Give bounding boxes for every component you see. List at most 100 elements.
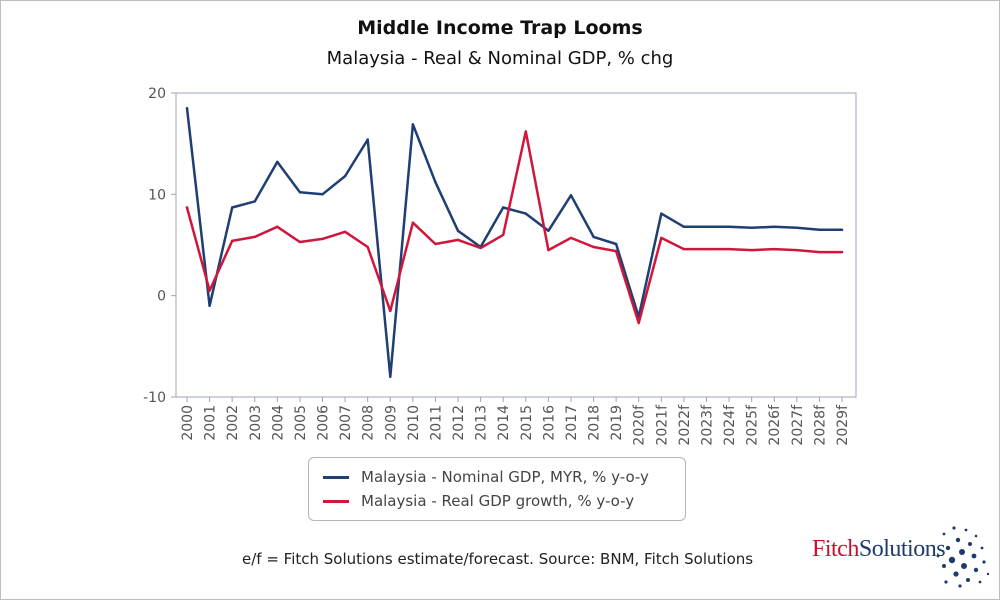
point-real xyxy=(705,247,708,251)
chart-title: Middle Income Trap Looms xyxy=(357,17,643,39)
logo-word-fitch: Fitch xyxy=(812,536,859,562)
point-nominal xyxy=(298,191,302,194)
series-line-real xyxy=(185,130,844,325)
y-tick-label: 20 xyxy=(148,86,166,102)
source-footnote: e/f = Fitch Solutions estimate/forecast.… xyxy=(242,550,754,568)
x-tick-label: 2021f xyxy=(654,404,670,446)
point-real xyxy=(479,246,482,250)
x-tick-label: 2006 xyxy=(316,405,332,441)
point-nominal xyxy=(502,206,505,209)
point-real xyxy=(208,289,211,292)
x-tick-label: 2018 xyxy=(587,405,603,441)
point-real xyxy=(502,233,505,237)
logo-dot xyxy=(959,549,965,555)
x-tick-label: 2027f xyxy=(790,404,806,446)
x-tick-label: 2015 xyxy=(519,405,535,441)
x-tick-label: 2022f xyxy=(677,404,693,446)
x-tick-label: 2023f xyxy=(699,404,715,446)
fitch-solutions-logo: FitchSolutions xyxy=(812,522,992,592)
logo-dots-icon xyxy=(936,526,990,588)
x-tick-label: 2017 xyxy=(564,405,580,441)
legend: Malaysia - Nominal GDP, MYR, % y-o-y Mal… xyxy=(308,457,686,521)
x-tick-label: 2007 xyxy=(338,405,354,441)
point-real xyxy=(727,247,731,251)
point-nominal xyxy=(750,226,753,229)
x-tick-label: 2025f xyxy=(745,404,761,446)
point-nominal xyxy=(773,225,776,228)
logo-dot xyxy=(952,526,956,530)
point-real xyxy=(524,130,527,133)
point-nominal xyxy=(411,123,415,126)
point-nominal xyxy=(727,225,731,228)
point-nominal xyxy=(253,200,256,203)
point-real xyxy=(389,309,392,313)
point-nominal xyxy=(614,242,618,246)
legend-item-real: Malaysia - Real GDP growth, % y-o-y xyxy=(323,490,634,512)
point-real xyxy=(750,248,753,252)
point-nominal xyxy=(795,226,799,229)
point-nominal xyxy=(389,375,392,378)
legend-swatch-nominal xyxy=(323,475,349,479)
logo-dot xyxy=(953,571,959,577)
point-real xyxy=(411,221,415,224)
point-real xyxy=(298,240,302,244)
x-tick-label: 2002 xyxy=(225,405,241,441)
x-tick-label: 2005 xyxy=(293,405,309,441)
logo-dot xyxy=(961,563,967,569)
series-line-nominal xyxy=(185,106,844,378)
point-nominal xyxy=(230,206,234,209)
x-tick-label: 2014 xyxy=(496,405,512,441)
point-nominal xyxy=(276,160,279,164)
point-real xyxy=(185,206,189,209)
logo-dot xyxy=(944,580,948,584)
point-real xyxy=(434,242,437,246)
point-real xyxy=(321,237,324,241)
point-real xyxy=(456,238,460,242)
logo-dot xyxy=(974,534,978,538)
point-nominal xyxy=(660,212,663,215)
point-nominal xyxy=(818,228,821,231)
point-nominal xyxy=(682,225,686,228)
point-real xyxy=(637,321,640,325)
point-nominal xyxy=(456,229,460,233)
y-tick-label: 0 xyxy=(157,289,166,305)
logo-dot xyxy=(980,546,984,550)
point-real xyxy=(840,250,844,254)
point-nominal xyxy=(185,107,189,110)
logo-dot xyxy=(945,545,951,551)
y-tick-label: 10 xyxy=(148,187,166,203)
legend-item-nominal: Malaysia - Nominal GDP, MYR, % y-o-y xyxy=(323,466,649,488)
point-real xyxy=(682,247,686,251)
logo-dot xyxy=(973,567,979,573)
x-tick-label: 2029f xyxy=(835,404,851,446)
logo-dot xyxy=(971,553,977,559)
logo-dot xyxy=(948,556,956,564)
logo-dot xyxy=(936,554,940,558)
x-tick-label: 2009 xyxy=(383,405,399,441)
logo-dot xyxy=(978,580,982,584)
logo-dot xyxy=(986,572,990,576)
x-tick-label: 2004 xyxy=(270,405,286,441)
x-tick-label: 2016 xyxy=(541,405,557,441)
point-real xyxy=(366,245,369,249)
chart-subtitle: Malaysia - Real & Nominal GDP, % chg xyxy=(326,48,674,69)
point-nominal xyxy=(840,228,844,231)
point-real xyxy=(614,249,618,253)
x-tick-label: 2011 xyxy=(428,405,444,441)
logo-word-solutions: Solutions xyxy=(858,536,946,562)
point-real xyxy=(569,236,573,240)
legend-label-real: Malaysia - Real GDP growth, % y-o-y xyxy=(361,492,635,510)
point-real xyxy=(660,236,663,240)
point-real xyxy=(276,225,279,228)
logo-dot xyxy=(942,532,946,536)
logo-dot xyxy=(942,564,946,568)
point-real xyxy=(818,250,821,254)
point-real xyxy=(592,245,595,249)
point-real xyxy=(253,235,256,239)
x-tick-label: 2000 xyxy=(180,405,196,441)
point-real xyxy=(773,247,776,251)
x-tick-label: 2026f xyxy=(767,404,783,446)
point-real xyxy=(547,248,550,252)
point-nominal xyxy=(592,235,595,239)
